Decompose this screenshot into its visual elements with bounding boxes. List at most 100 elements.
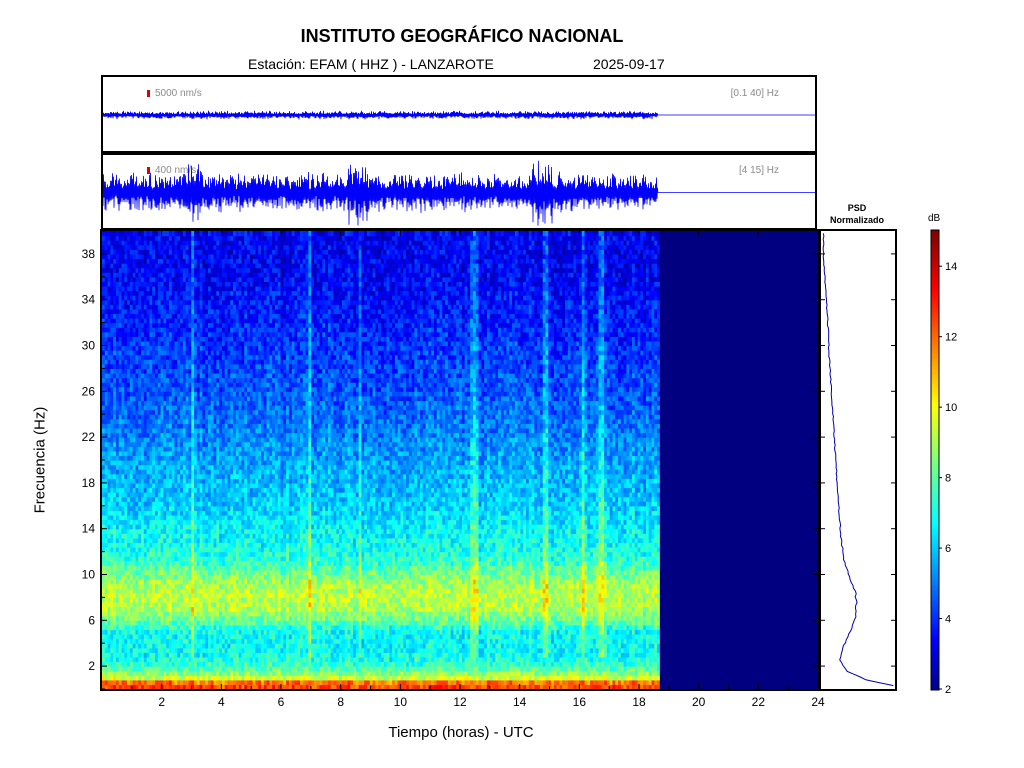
spectrogram-cell bbox=[213, 460, 217, 466]
spectrogram-cell bbox=[141, 505, 145, 511]
spectrogram-cell bbox=[168, 249, 173, 255]
spectrogram-cell bbox=[174, 276, 178, 282]
spectrogram-cell bbox=[149, 253, 153, 260]
spectrogram-cell bbox=[177, 597, 181, 603]
spectrogram-cell bbox=[166, 670, 170, 676]
spectrogram-cell bbox=[115, 537, 120, 544]
spectrogram-cell bbox=[104, 478, 109, 484]
spectrogram-cell bbox=[177, 363, 181, 369]
spectrogram-cell bbox=[157, 418, 162, 424]
spectrogram-cell bbox=[182, 643, 187, 649]
spectrogram-cell bbox=[110, 524, 114, 530]
spectrogram-cell bbox=[160, 304, 164, 310]
spectrogram-cell bbox=[208, 473, 212, 479]
spectrogram-cell bbox=[110, 647, 114, 653]
spectrogram-cell bbox=[171, 624, 176, 631]
spectrogram-cell bbox=[138, 652, 142, 658]
spectrogram-cell bbox=[208, 345, 212, 351]
spectrogram-cell bbox=[199, 350, 204, 356]
spectrogram-cell bbox=[129, 519, 134, 525]
spectrogram-cell bbox=[202, 437, 206, 443]
station-label: Estación: EFAM ( HHZ ) - LANZAROTE bbox=[248, 56, 494, 72]
spectrogram-cell bbox=[196, 487, 201, 493]
spectrogram-cell bbox=[143, 340, 148, 347]
spectrogram-cell bbox=[166, 528, 170, 534]
spectrogram-cell bbox=[166, 473, 170, 479]
spectrogram-cell bbox=[121, 615, 125, 621]
spectrogram-cell bbox=[191, 318, 195, 324]
spectrogram-cell bbox=[191, 496, 195, 502]
spectrogram-cell bbox=[163, 592, 167, 598]
spectrogram-cell bbox=[115, 244, 120, 250]
spectrogram-cell bbox=[157, 359, 162, 365]
spectrogram-cell bbox=[149, 487, 153, 493]
spectrogram-cell bbox=[115, 656, 120, 663]
spectrogram-cell bbox=[208, 313, 212, 319]
spectrogram-cell bbox=[230, 487, 234, 493]
spectrogram-cell bbox=[104, 556, 109, 562]
spectrogram-cell bbox=[196, 409, 201, 415]
spectrogram-cell bbox=[157, 647, 162, 653]
spectrogram-cell bbox=[163, 524, 167, 530]
spectrogram-cell bbox=[157, 281, 162, 287]
spectrogram-cell bbox=[168, 656, 173, 663]
spectrogram-cell bbox=[132, 487, 137, 493]
spectrogram-cell bbox=[213, 606, 217, 612]
spectrogram-cell bbox=[149, 670, 153, 676]
spectrogram-cell bbox=[196, 285, 201, 292]
spectrogram-cell bbox=[182, 492, 187, 498]
spectrogram-cell bbox=[132, 551, 137, 557]
spectrogram-cell bbox=[194, 281, 198, 287]
spectrogram-cell bbox=[149, 519, 153, 525]
spectrogram-cell bbox=[168, 634, 173, 640]
spectrogram-cell bbox=[155, 450, 159, 457]
spectrogram-cell bbox=[188, 304, 192, 310]
spectrogram-cell bbox=[174, 661, 178, 667]
spectrogram-cell bbox=[115, 510, 120, 516]
spectrogram-cell bbox=[182, 359, 187, 365]
spectrogram-cell bbox=[230, 423, 234, 429]
spectrogram-cell bbox=[221, 455, 226, 461]
spectrogram-cell bbox=[182, 611, 187, 617]
spectrogram-cell bbox=[227, 253, 231, 260]
spectrogram-cell bbox=[171, 359, 176, 365]
spectrogram-cell bbox=[180, 542, 184, 548]
spectrogram-cell bbox=[227, 235, 231, 241]
spectrogram-cell bbox=[127, 601, 131, 608]
spectrogram-cell bbox=[202, 455, 206, 461]
spectrogram-cell bbox=[224, 638, 229, 644]
spectrogram-cell bbox=[107, 382, 111, 388]
spectrogram-cell bbox=[199, 450, 204, 457]
spectrogram-cell bbox=[141, 620, 145, 626]
spectrogram-cell bbox=[129, 304, 134, 310]
spectrogram-cell bbox=[210, 592, 215, 598]
spectrogram-cell bbox=[132, 666, 137, 672]
spectrogram-cell bbox=[208, 386, 212, 392]
spectrogram-cell bbox=[118, 405, 123, 411]
spectrogram-cell bbox=[174, 350, 178, 356]
spectrogram-cell bbox=[124, 322, 128, 328]
spectrogram-cell bbox=[180, 501, 184, 507]
spectrogram-cell bbox=[191, 656, 195, 663]
spectrogram-cell bbox=[157, 634, 162, 640]
spectrogram-cell bbox=[174, 446, 178, 452]
spectrogram-cell bbox=[224, 643, 229, 649]
spectrogram-cell bbox=[152, 235, 156, 241]
spectrogram-cell bbox=[155, 473, 159, 479]
spectrogram-cell bbox=[143, 400, 148, 406]
spectrogram-cell bbox=[149, 258, 153, 264]
spectrogram-cell bbox=[210, 473, 215, 479]
spectrogram-cell bbox=[138, 244, 142, 250]
spectrogram-cell bbox=[210, 482, 215, 489]
spectrogram-cell bbox=[210, 620, 215, 626]
spectrogram-cell bbox=[188, 400, 192, 406]
spectrogram-cell bbox=[149, 391, 153, 397]
spectrogram-cell bbox=[157, 501, 162, 507]
spectrogram-cell bbox=[132, 460, 137, 466]
spectrogram-cell bbox=[171, 372, 176, 379]
spectrogram-cell bbox=[182, 437, 187, 443]
spectrogram-cell bbox=[110, 318, 114, 324]
spectrogram-cell bbox=[171, 579, 176, 585]
spectrogram-cell bbox=[188, 487, 192, 493]
spectrogram-cell bbox=[149, 588, 153, 594]
